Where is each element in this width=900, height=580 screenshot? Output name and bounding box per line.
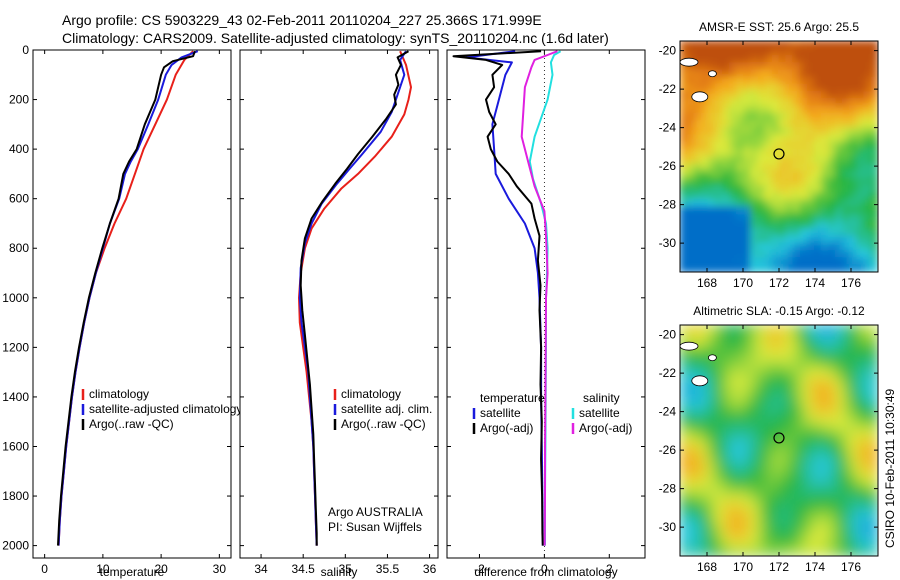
island-shape [708, 70, 717, 78]
y-tick-label: -26 [659, 443, 677, 457]
axes-frame [446, 49, 646, 559]
y-tick-label: -24 [659, 405, 677, 419]
annotation-line-1: Argo AUSTRALIA [328, 505, 423, 519]
credit-text: CSIRO 10-Feb-2011 10:30:49 [883, 388, 897, 548]
island-shape [680, 341, 699, 351]
y-tick-label: 600 [9, 192, 29, 206]
legend-label: climatology [89, 387, 149, 401]
legend-label: satellite adj. clim. [341, 402, 432, 416]
axes-frame [32, 49, 232, 559]
legend-label: Argo(-adj) [579, 421, 632, 435]
series-line-argo-raw-qc- [57, 50, 196, 546]
map-title: Altimetric SLA: -0.15 Argo: -0.12 [693, 304, 865, 318]
x-tick-label: 0 [41, 562, 48, 576]
y-tick-label: -30 [659, 236, 677, 250]
x-tick-label: 34.5 [292, 562, 316, 576]
y-tick-label: 1800 [2, 489, 29, 503]
y-tick-label: -22 [659, 82, 677, 96]
y-tick-label: -30 [659, 520, 677, 534]
x-tick-label: 35 [339, 562, 353, 576]
series-line-temperature-argo-adj- [452, 50, 544, 546]
x-tick-label: 0 [541, 562, 548, 576]
y-tick-label: 400 [9, 142, 29, 156]
x-tick-label: 10 [96, 562, 110, 576]
island-shape [680, 57, 699, 67]
x-axis-label: temperature [100, 565, 165, 579]
legend-label: Argo(..raw -QC) [341, 417, 426, 431]
x-tick-label: 172 [769, 560, 789, 574]
axes-frame [239, 49, 439, 559]
map-title: AMSR-E SST: 25.6 Argo: 25.5 [699, 20, 859, 34]
x-tick-label: 34 [254, 562, 268, 576]
island-shape [691, 91, 709, 103]
x-tick-label: 170 [733, 276, 753, 290]
y-tick-label: 800 [9, 241, 29, 255]
salinity-panel: 34 34.5 35 35.5 36 salinity climatologysatelli… [239, 49, 439, 579]
x-tick-label: 35.5 [376, 562, 400, 576]
map-field [680, 325, 878, 556]
temperature-panel: 0 10 20 30 temperature 0 200 400 600 800 1000 1200 1… [2, 43, 242, 579]
map-field [680, 41, 878, 272]
y-tick-label: 0 [22, 43, 29, 57]
island-shape [691, 375, 709, 387]
x-tick-label: 36 [423, 562, 437, 576]
x-tick-label: 174 [805, 276, 825, 290]
legend-label: satellite [579, 406, 620, 420]
series-line-argo-raw-qc- [299, 50, 409, 546]
y-tick-label: -28 [659, 482, 677, 496]
y-tick-label: 2000 [2, 539, 29, 553]
y-tick-label: -20 [659, 328, 677, 342]
y-tick-label: -22 [659, 366, 677, 380]
y-tick-label: -20 [659, 44, 677, 58]
x-tick-label: 168 [697, 276, 717, 290]
annotation-line-2: PI: Susan Wijffels [328, 520, 422, 534]
y-tick-label: 200 [9, 93, 29, 107]
x-tick-label: 176 [841, 276, 861, 290]
x-tick-label: 174 [805, 560, 825, 574]
x-tick-label: 172 [769, 276, 789, 290]
island-shape [708, 354, 717, 362]
argo-position-marker [773, 148, 785, 160]
y-tick-label: -28 [659, 198, 677, 212]
legend-label: Argo(..raw -QC) [89, 417, 174, 431]
y-tick-label: 1000 [2, 291, 29, 305]
sst-map-panel: AMSR-E SST: 25.6 Argo: 25.5 168 170 172 174 1… [659, 20, 879, 290]
x-tick-label: 2 [606, 562, 613, 576]
sla-map-panel: Altimetric SLA: -0.15 Argo: -0.12 168 170 1… [659, 304, 879, 574]
x-axis-label: difference from climatology [474, 565, 617, 579]
x-tick-label: 168 [697, 560, 717, 574]
argo-position-marker [773, 432, 785, 444]
y-tick-label: 1400 [2, 390, 29, 404]
plot-area [33, 50, 231, 558]
x-tick-label: -2 [474, 562, 485, 576]
legend-label: climatology [341, 387, 401, 401]
legend-label: satellite [480, 406, 521, 420]
legend-title-temperature: temperature [480, 391, 545, 405]
legend-label: Argo(-adj) [480, 421, 533, 435]
x-tick-label: 170 [733, 560, 753, 574]
x-tick-label: 30 [213, 562, 227, 576]
header-line-1: Argo profile: CS 5903229_43 02-Feb-2011 … [62, 12, 542, 28]
legend-label: satellite-adjusted climatology [89, 402, 242, 416]
x-tick-label: 176 [841, 560, 861, 574]
y-tick-label: -24 [659, 121, 677, 135]
x-axis-label: salinity [321, 565, 358, 579]
legend-title-salinity: salinity [583, 391, 620, 405]
y-tick-label: 1200 [2, 340, 29, 354]
x-tick-label: 20 [154, 562, 168, 576]
y-tick-label: 1600 [2, 439, 29, 453]
plot-area [240, 50, 438, 558]
y-tick-label: -26 [659, 159, 677, 173]
header-line-2: Climatology: CARS2009. Satellite-adjuste… [62, 30, 609, 46]
series-line-salinity-argo-adj- [520, 50, 558, 546]
